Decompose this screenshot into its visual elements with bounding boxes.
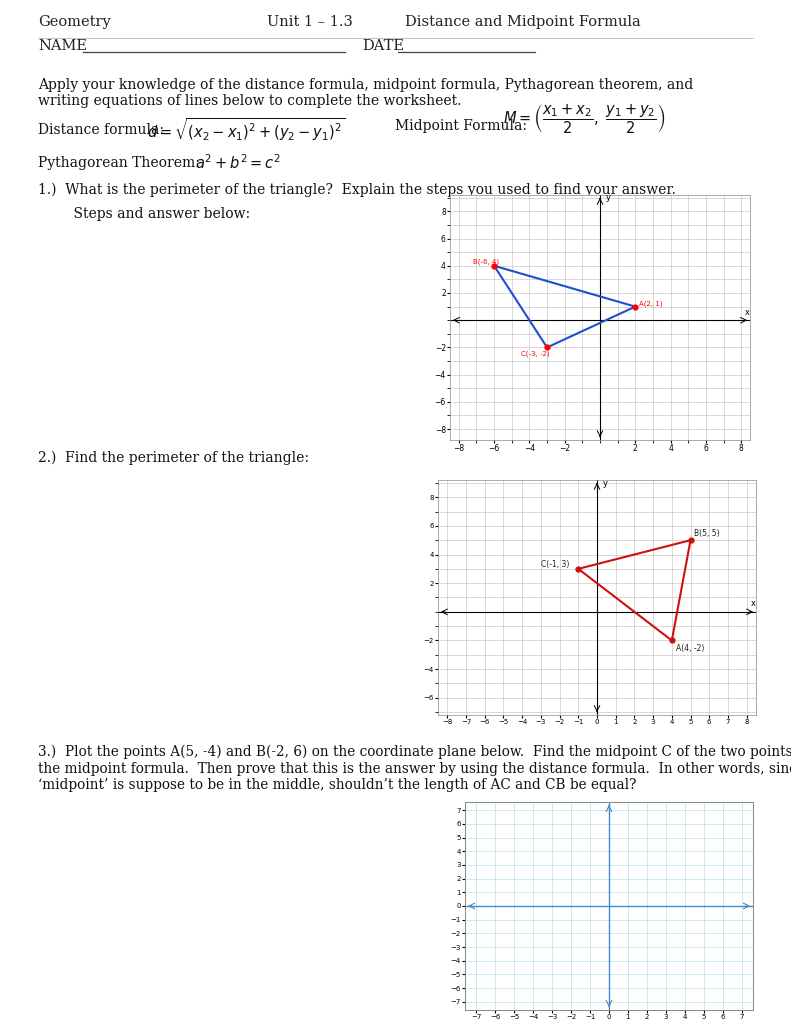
Text: Pythagorean Theorem:: Pythagorean Theorem: bbox=[38, 156, 209, 170]
Text: x: x bbox=[751, 599, 755, 608]
Text: C(-3, -2): C(-3, -2) bbox=[520, 350, 549, 357]
Text: A(4, -2): A(4, -2) bbox=[676, 643, 704, 652]
Text: Apply your knowledge of the distance formula, midpoint formula, Pythagorean theo: Apply your knowledge of the distance for… bbox=[38, 78, 693, 109]
Text: 3.)  Plot the points A(5, -4) and B(-2, 6) on the coordinate plane below.  Find : 3.) Plot the points A(5, -4) and B(-2, 6… bbox=[38, 745, 791, 792]
Text: A(2, 1): A(2, 1) bbox=[639, 300, 662, 307]
Text: x: x bbox=[744, 308, 750, 316]
Text: Geometry: Geometry bbox=[38, 15, 111, 29]
Text: y: y bbox=[603, 479, 607, 487]
Text: C(-1, 3): C(-1, 3) bbox=[541, 560, 570, 569]
Text: Distance and Midpoint Formula: Distance and Midpoint Formula bbox=[405, 15, 641, 29]
Text: DATE: DATE bbox=[362, 39, 404, 53]
Text: Unit 1 – 1.3: Unit 1 – 1.3 bbox=[267, 15, 353, 29]
Text: Distance formula:: Distance formula: bbox=[38, 123, 172, 137]
Text: $M = \left(\dfrac{x_1 + x_2}{2},\ \dfrac{y_1 + y_2}{2}\right)$: $M = \left(\dfrac{x_1 + x_2}{2},\ \dfrac… bbox=[503, 102, 666, 136]
Text: NAME: NAME bbox=[38, 39, 87, 53]
Text: 1.)  What is the perimeter of the triangle?  Explain the steps you used to find : 1.) What is the perimeter of the triangl… bbox=[38, 182, 676, 197]
Text: B(5, 5): B(5, 5) bbox=[694, 528, 720, 538]
Text: $a^2 + b^2 = c^2$: $a^2 + b^2 = c^2$ bbox=[195, 154, 281, 172]
Text: Midpoint Formula:: Midpoint Formula: bbox=[395, 119, 536, 133]
Text: y: y bbox=[605, 194, 611, 203]
Text: $d = \sqrt{(x_2 - x_1)^2 + (y_2 - y_1)^2}$: $d = \sqrt{(x_2 - x_1)^2 + (y_2 - y_1)^2… bbox=[147, 117, 345, 143]
Text: Steps and answer below:: Steps and answer below: bbox=[56, 207, 250, 221]
Text: B(-6, 4): B(-6, 4) bbox=[473, 258, 499, 264]
Text: 2.)  Find the perimeter of the triangle:: 2.) Find the perimeter of the triangle: bbox=[38, 451, 309, 465]
